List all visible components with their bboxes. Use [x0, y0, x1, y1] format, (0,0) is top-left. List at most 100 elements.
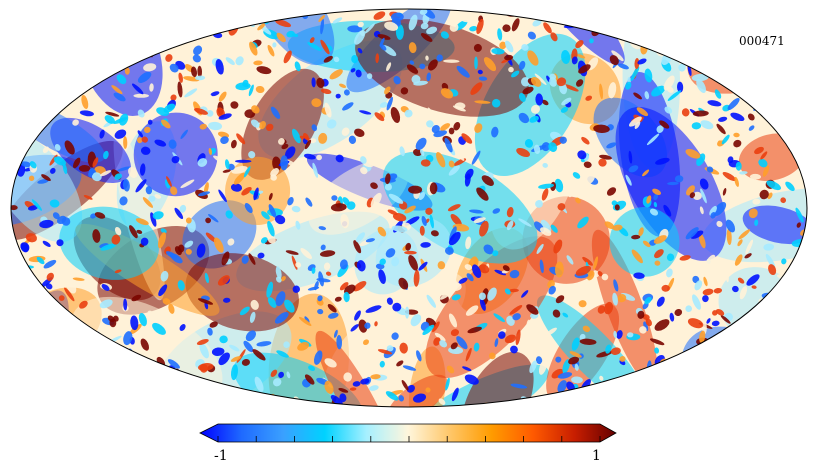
field-speckle [737, 239, 743, 247]
field-speckle [405, 306, 410, 319]
field-speckle [747, 113, 755, 121]
map-outline [10, 8, 808, 408]
field-speckle [104, 28, 114, 37]
field-speckle [278, 138, 285, 145]
field-speckle [791, 327, 799, 337]
field-speckle [330, 395, 343, 406]
field-speckle [546, 327, 557, 336]
field-speckle [582, 256, 593, 266]
field-speckle [415, 137, 427, 151]
field-speckle [748, 329, 754, 347]
field-speckle [109, 318, 117, 328]
field-speckle [654, 319, 670, 331]
field-speckle [438, 398, 446, 405]
field-speckle [425, 207, 433, 215]
field-speckle [136, 137, 143, 144]
field-speckle [624, 25, 639, 35]
field-speckle [101, 401, 116, 407]
field-speckle [376, 160, 386, 168]
field-speckle [223, 297, 231, 303]
field-speckle [718, 336, 725, 351]
field-speckle [419, 63, 426, 70]
field-speckle [41, 374, 56, 382]
field-speckle [22, 115, 38, 123]
field-blob [742, 205, 807, 245]
field-speckle [635, 16, 646, 32]
field-speckle [177, 81, 183, 98]
field-speckle [669, 312, 675, 322]
field-speckle [436, 151, 446, 168]
field-speckle [522, 86, 534, 95]
field-speckle [46, 12, 58, 20]
field-speckle [685, 385, 701, 396]
field-speckle [426, 72, 431, 82]
field-speckle [430, 230, 439, 237]
field-speckle [419, 149, 425, 156]
field-speckle [53, 156, 66, 166]
field-speckle [245, 330, 257, 342]
field-speckle [239, 306, 250, 316]
field-speckle [113, 398, 123, 407]
field-speckle [64, 287, 75, 302]
field-speckle [497, 28, 503, 41]
field-speckle [581, 136, 590, 145]
field-speckle [168, 303, 175, 314]
field-speckle [553, 239, 563, 254]
field-speckle [253, 60, 263, 66]
field-speckle [142, 388, 154, 402]
field-speckle [541, 188, 549, 201]
colorbar [199, 423, 617, 443]
field-speckle [68, 55, 77, 63]
field-speckle [530, 76, 542, 87]
field-speckle [174, 207, 184, 220]
field-speckle [425, 55, 429, 61]
field-speckle [249, 311, 256, 323]
field-speckle [284, 299, 295, 313]
field-speckle [268, 192, 273, 201]
field-speckle [339, 83, 347, 88]
field-speckle [96, 344, 110, 351]
field-speckle [20, 242, 30, 252]
field-speckle [575, 197, 581, 204]
field-speckle [48, 388, 56, 399]
map-id-label: 000471 [739, 34, 785, 48]
field-speckle [11, 392, 16, 401]
field-speckle [577, 216, 589, 229]
field-speckle [393, 364, 398, 370]
field-speckle [133, 93, 149, 98]
field-speckle [14, 332, 27, 338]
field-speckle [268, 204, 277, 218]
field-speckle [461, 17, 471, 23]
field-speckle [58, 295, 65, 301]
field-speckle [143, 63, 157, 72]
field-speckle [530, 104, 541, 114]
field-speckle [320, 18, 325, 35]
field-speckle [44, 344, 56, 356]
field-speckle [483, 57, 497, 72]
field-speckle [634, 121, 641, 129]
field-speckle [796, 58, 803, 70]
field-speckle [116, 74, 127, 85]
field-speckle [81, 25, 92, 40]
field-speckle [451, 387, 459, 402]
field-speckle [651, 9, 659, 26]
field-speckle [510, 383, 528, 389]
field-speckle [65, 356, 79, 366]
field-speckle [138, 313, 147, 327]
field-speckle [452, 223, 470, 232]
field-speckle [140, 338, 149, 351]
field-speckle [29, 360, 39, 370]
field-speckle [600, 392, 613, 398]
field-speckle [644, 91, 650, 100]
field-speckle [250, 299, 259, 310]
field-speckle [215, 16, 220, 32]
field-speckle [741, 88, 750, 95]
field-speckle [744, 253, 752, 259]
field-speckle [111, 85, 123, 95]
field-speckle [390, 106, 401, 124]
field-speckle [348, 135, 357, 144]
field-speckle [448, 231, 461, 246]
field-speckle [583, 161, 592, 168]
field-speckle [728, 380, 743, 384]
field-speckle [404, 250, 417, 255]
